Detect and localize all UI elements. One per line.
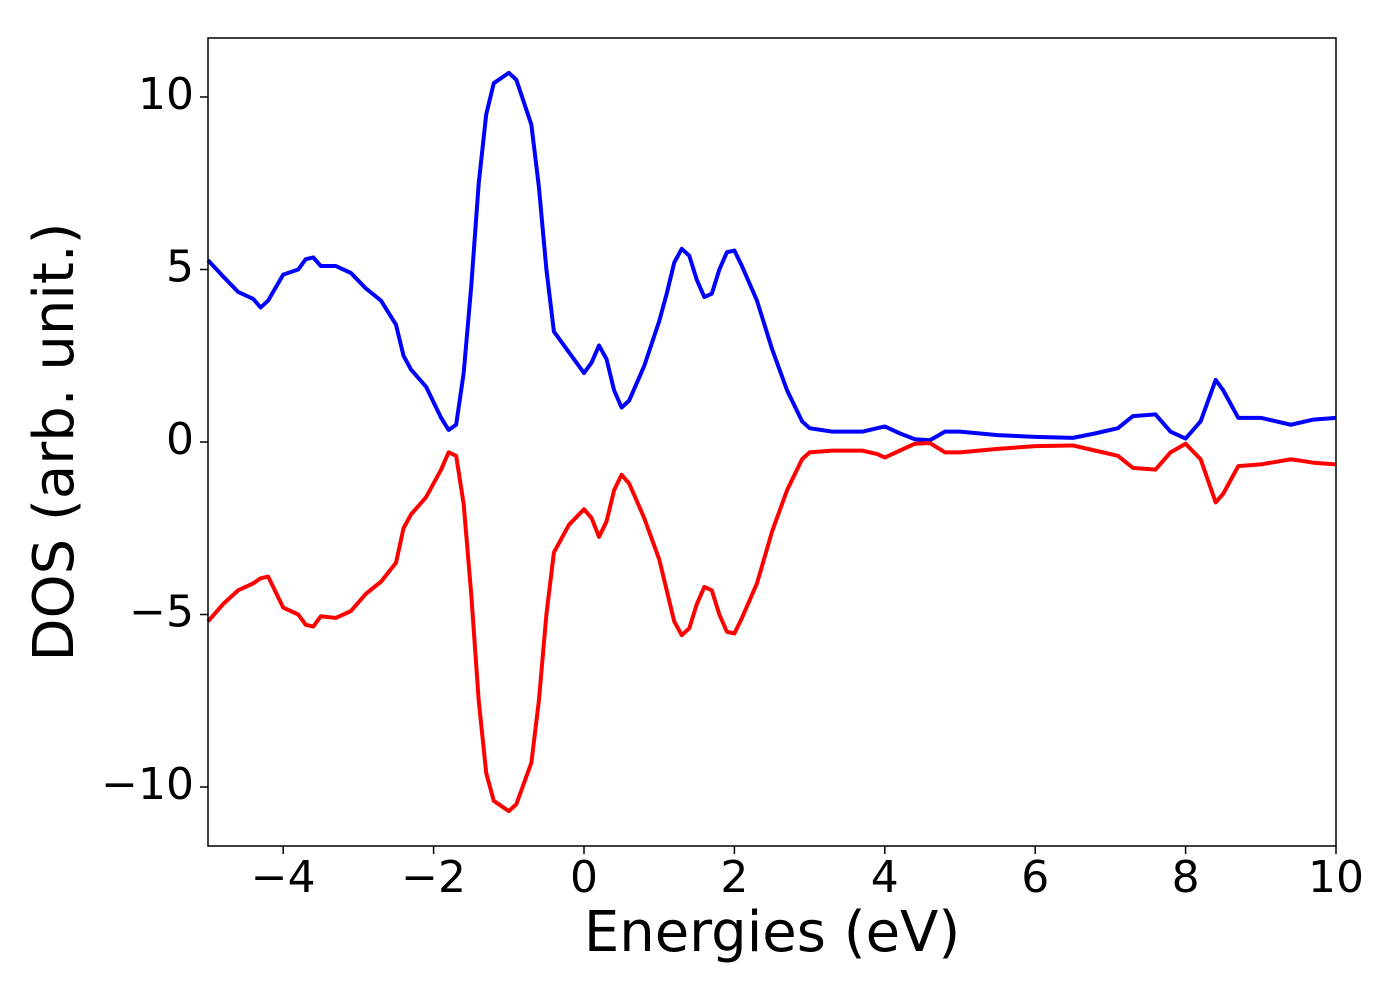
y-tick-label: 5 — [166, 241, 194, 292]
x-tick-label: 10 — [1308, 852, 1364, 903]
x-tick-label: 8 — [1172, 852, 1200, 903]
x-tick-label: −2 — [401, 852, 466, 903]
x-axis-label: Energies (eV) — [584, 900, 960, 965]
y-tick-label: −5 — [129, 587, 194, 638]
x-tick-label: 0 — [570, 852, 598, 903]
y-axis-label: DOS (arb. unit.) — [22, 222, 87, 661]
x-tick-label: 6 — [1021, 852, 1049, 903]
x-tick-label: 4 — [871, 852, 899, 903]
data-line — [206, 441, 1337, 814]
y-tick-label: 10 — [138, 69, 194, 120]
x-tick-label: −4 — [251, 852, 316, 903]
y-tick-label: 0 — [166, 414, 194, 465]
data-line — [206, 70, 1337, 443]
y-tick-label: −10 — [101, 759, 194, 810]
x-tick-label: 2 — [720, 852, 748, 903]
